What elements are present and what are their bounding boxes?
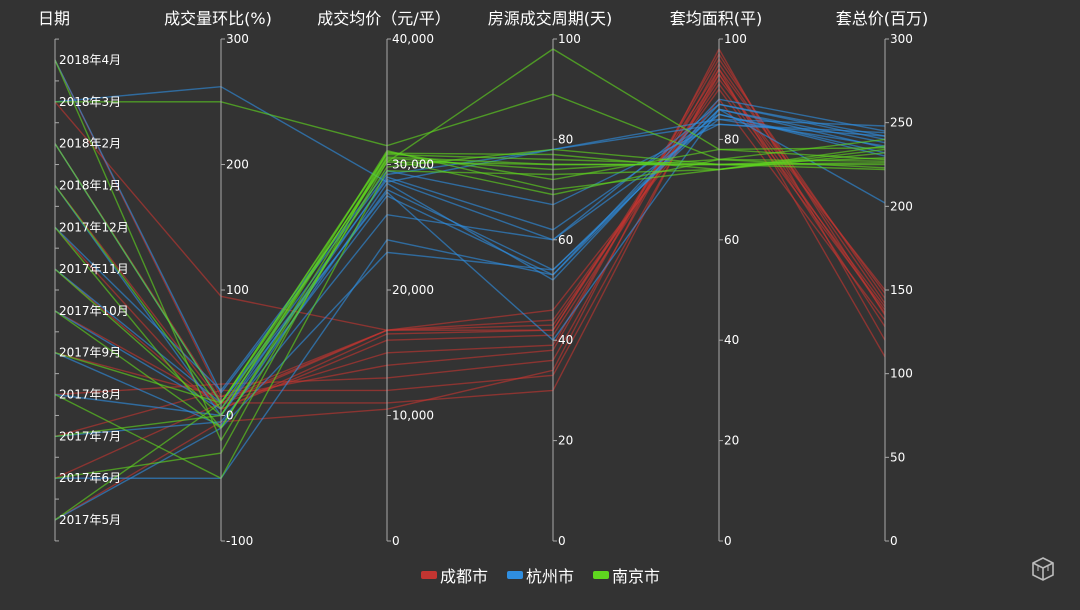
tick-label: 300 [890, 32, 913, 46]
data-line [54, 158, 886, 411]
data-line [54, 59, 886, 395]
legend-swatch [507, 571, 523, 579]
data-line [54, 103, 886, 427]
series-lines [54, 47, 886, 521]
data-line [54, 148, 886, 417]
tick-label: 80 [558, 132, 573, 146]
tick-label: 2018年4月 [59, 53, 121, 67]
tick-label: 10,000 [392, 409, 434, 423]
legend-item[interactable]: 南京市 [593, 567, 660, 586]
data-line [54, 98, 886, 331]
tick-label: 150 [890, 283, 913, 297]
axis-title: 房源成交周期(天) [488, 9, 613, 28]
axis-1[interactable]: 成交量环比(%) -100 0 100 200 300 [164, 9, 272, 548]
axis-0[interactable]: 日期 2017年5月 2017年6月 2017年7月 2017年8月 2017年9月 201… [38, 9, 129, 542]
tick-label: 0 [890, 534, 898, 548]
tick-label: 40 [724, 333, 739, 347]
data-line [54, 77, 886, 411]
tick-label: 60 [558, 233, 573, 247]
tick-label: 2017年9月 [59, 346, 121, 360]
axes: 日期2017年5月2017年6月2017年7月2017年8月2017年9月201… [38, 9, 928, 548]
tick-label: 0 [226, 409, 234, 423]
legend-swatch [593, 571, 609, 579]
tick-label: 2018年1月 [59, 178, 121, 192]
tick-label: 0 [558, 534, 566, 548]
tick-label: 20,000 [392, 283, 434, 297]
axis-title: 套均面积(平) [670, 9, 763, 28]
axis-title: 成交量环比(%) [164, 9, 272, 28]
tick-label: 20 [724, 434, 739, 448]
tick-label: 2017年11月 [59, 262, 129, 276]
tick-label: 2017年10月 [59, 304, 129, 318]
data-line [55, 93, 886, 161]
tick-label: 2017年5月 [59, 513, 121, 527]
data-line [54, 48, 886, 443]
legend-item[interactable]: 成都市 [421, 567, 488, 586]
data-line [54, 108, 886, 411]
tick-label: 100 [558, 32, 581, 46]
tick-label: 50 [890, 450, 905, 464]
data-line [54, 148, 886, 479]
tick-label: 40,000 [392, 32, 434, 46]
tick-label: 2018年3月 [59, 95, 121, 109]
axis-3[interactable]: 房源成交周期(天) 0 20 40 60 80 100 [488, 9, 613, 548]
tick-label: 2017年8月 [59, 388, 121, 402]
legend-label: 杭州市 [526, 567, 574, 586]
tick-label: 100 [890, 367, 913, 381]
data-line [54, 67, 886, 479]
tick-label: 20 [558, 434, 573, 448]
tick-label: 0 [724, 534, 732, 548]
data-line [54, 52, 886, 398]
tick-label: 200 [226, 158, 249, 172]
tick-label: 30,000 [392, 158, 434, 172]
tick-label: 0 [392, 534, 400, 548]
tick-label: 200 [890, 199, 913, 213]
tick-label: 250 [890, 116, 913, 130]
data-line [54, 156, 886, 438]
tick-label: 2018年2月 [59, 137, 121, 151]
tick-label: 2017年7月 [59, 429, 121, 443]
3d-box-icon [1032, 557, 1054, 581]
series-1 [54, 59, 886, 521]
legend-label: 南京市 [612, 567, 660, 586]
data-line [54, 108, 886, 480]
series-2 [54, 48, 886, 521]
tick-label: 60 [724, 233, 739, 247]
data-line [54, 152, 886, 480]
axis-title: 套总价(百万) [836, 9, 929, 28]
legend-item[interactable]: 杭州市 [507, 567, 574, 586]
axis-4[interactable]: 套均面积(平) 0 20 40 60 80 100 [670, 9, 763, 548]
legend-label: 成都市 [440, 567, 488, 586]
data-line [54, 161, 886, 521]
tick-label: 2017年12月 [59, 220, 129, 234]
tick-label: 100 [226, 283, 249, 297]
tick-label: -100 [226, 534, 253, 548]
axis-title: 成交均价（元/平） [317, 9, 450, 28]
tick-label: 300 [226, 32, 249, 46]
axis-5[interactable]: 套总价(百万) 0 50 100 150 200 250 300 [836, 9, 929, 548]
data-line [54, 148, 886, 430]
data-line [54, 153, 885, 404]
data-line [54, 118, 886, 404]
axis-title: 日期 [38, 9, 70, 28]
axis-2[interactable]: 成交均价（元/平） 0 10,000 20,000 30,000 40,000 [317, 9, 450, 548]
tick-label: 100 [724, 32, 747, 46]
data-line [54, 143, 886, 405]
legend-swatch [421, 571, 437, 579]
data-line [54, 57, 886, 404]
data-line [54, 157, 886, 430]
toolbox-button[interactable] [1030, 556, 1056, 582]
tick-label: 40 [558, 333, 573, 347]
tick-label: 2017年6月 [59, 471, 121, 485]
data-line [54, 98, 886, 417]
data-line [54, 72, 886, 438]
legend[interactable]: 成都市 杭州市 南京市 [421, 567, 660, 586]
data-line [54, 59, 886, 398]
tick-label: 80 [724, 132, 739, 146]
